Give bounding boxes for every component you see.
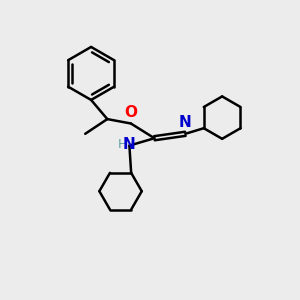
Text: N: N (122, 136, 135, 152)
Text: O: O (124, 105, 137, 120)
Text: N: N (179, 115, 192, 130)
Text: H: H (117, 138, 127, 151)
